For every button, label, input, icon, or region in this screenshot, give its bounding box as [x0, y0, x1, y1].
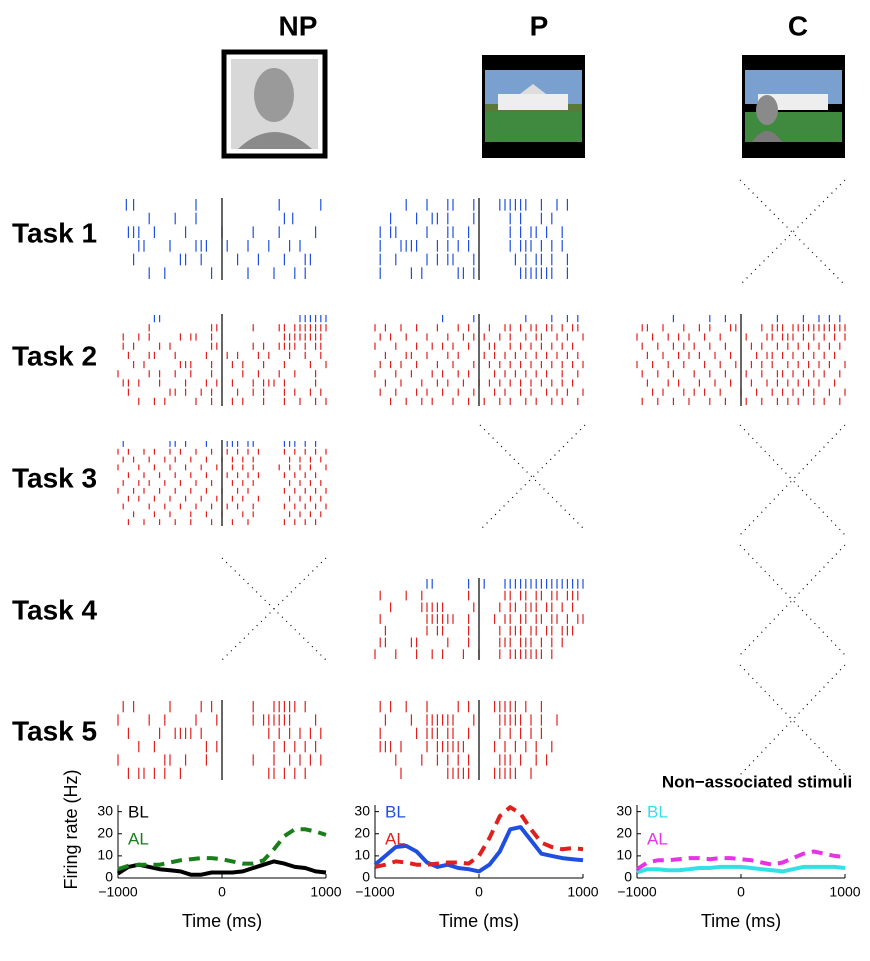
y-tick-label: 30	[616, 802, 632, 818]
row-label: Task 5	[12, 715, 97, 746]
row-label: Task 1	[12, 217, 97, 248]
legend-entry: BL	[128, 802, 149, 821]
legend-entry: AL	[647, 829, 668, 848]
x-tick-label: 0	[218, 884, 226, 900]
stimulus-image-np	[224, 52, 325, 156]
x-axis-label: Time (ms)	[701, 911, 781, 931]
legend-entry: AL	[128, 829, 149, 848]
series-line	[375, 807, 583, 867]
column-title: NP	[279, 10, 318, 41]
y-tick-label: 30	[354, 802, 370, 818]
y-tick-label: 10	[616, 847, 632, 863]
y-axis-label: Firing rate (Hz)	[61, 769, 81, 889]
legend-entry: AL	[385, 829, 406, 848]
stimulus-image-p	[482, 55, 585, 158]
series-line	[118, 829, 326, 869]
row-label: Task 2	[12, 340, 97, 371]
y-tick-label: 20	[354, 824, 370, 840]
x-tick-label: 1000	[310, 884, 341, 900]
x-axis-label: Time (ms)	[182, 911, 262, 931]
y-tick-label: 0	[105, 869, 113, 885]
y-tick-label: 0	[624, 869, 632, 885]
y-tick-label: 0	[362, 869, 370, 885]
x-tick-label: 0	[475, 884, 483, 900]
series-line	[637, 867, 845, 873]
y-tick-label: 30	[97, 802, 113, 818]
series-line	[118, 861, 326, 874]
figure: NP P C Task 1 Task 2 Task 3 Task 4 Task 5 0 10…	[0, 0, 870, 961]
y-tick-label: 10	[354, 847, 370, 863]
y-tick-label: 10	[97, 847, 113, 863]
x-tick-label: 1000	[567, 884, 598, 900]
column-title: P	[530, 10, 549, 41]
row-label: Task 3	[12, 462, 97, 493]
legend-entry: BL	[647, 802, 668, 821]
x-tick-label: −1000	[617, 884, 657, 900]
x-axis-label: Time (ms)	[439, 911, 519, 931]
series-line	[375, 827, 583, 871]
x-tick-label: −1000	[98, 884, 138, 900]
row-label: Task 4	[12, 594, 98, 625]
y-tick-label: 20	[616, 824, 632, 840]
stimulus-image-c	[742, 55, 845, 158]
x-tick-label: −1000	[355, 884, 395, 900]
y-tick-label: 20	[97, 824, 113, 840]
chart-title: Non−associated stimuli	[662, 772, 852, 791]
legend-entry: BL	[385, 802, 406, 821]
x-tick-label: 1000	[829, 884, 860, 900]
column-title: C	[788, 10, 808, 41]
x-tick-label: 0	[737, 884, 745, 900]
